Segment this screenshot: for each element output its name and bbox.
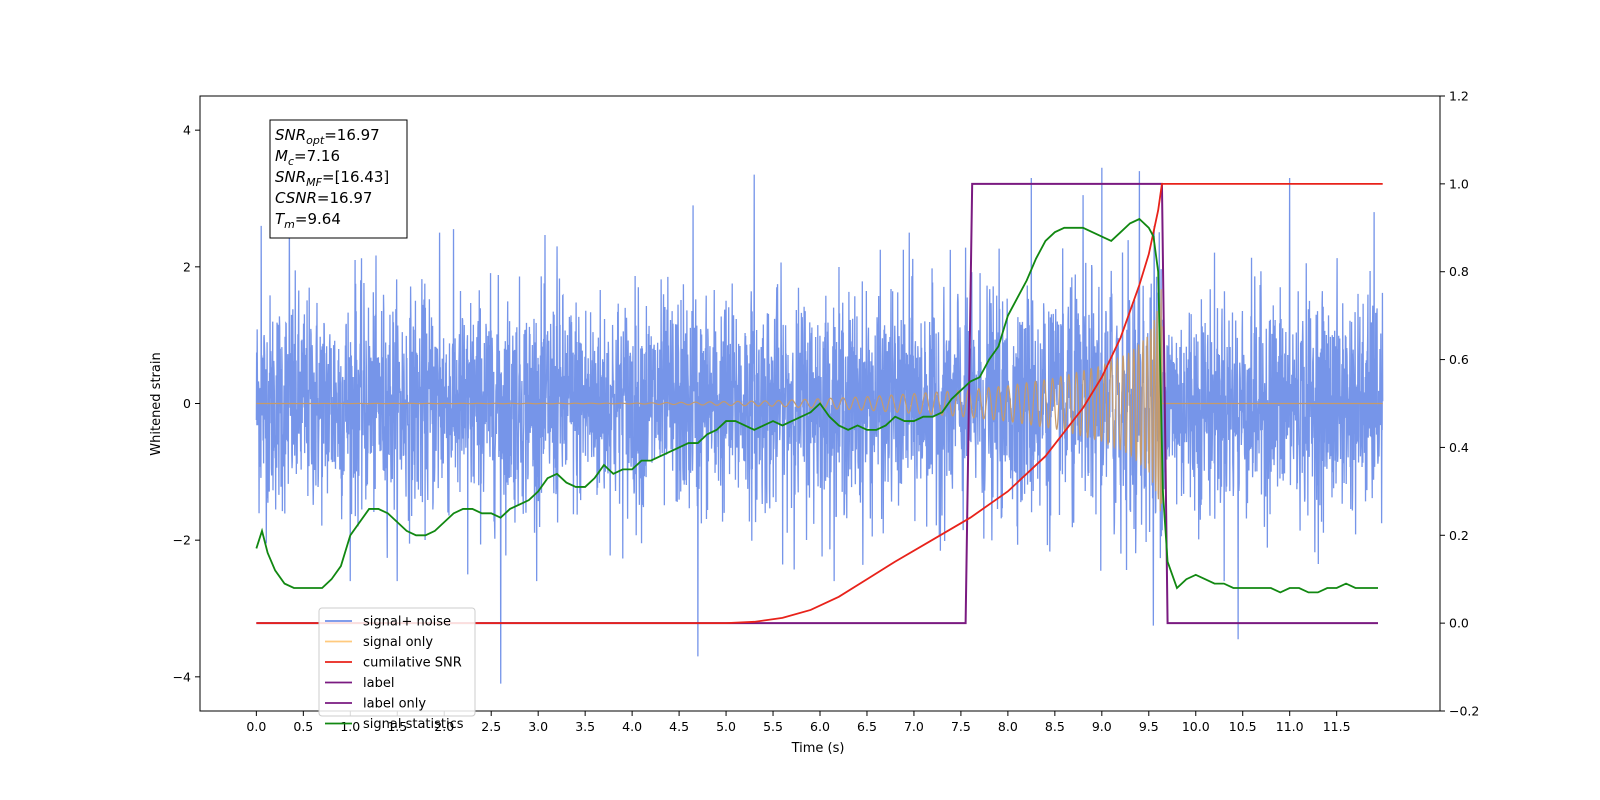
annotation-line: CSNR=16.97 <box>275 189 372 207</box>
y-right-tick-label: 0.2 <box>1449 528 1469 543</box>
series-signal-only-line <box>256 289 1383 512</box>
axes-layer: 0.0 0.5 1.0 1.5 2.0 2.5 3.0 3.5 4.0 4.5 5.0 5.5 6.0 6… <box>173 89 1480 735</box>
x-tick-label: 0.0 <box>246 719 266 734</box>
x-tick-label: 3.5 <box>575 719 595 734</box>
y-tick-label: 0 <box>183 396 191 411</box>
annotation-symbol: CSNR <box>275 189 317 207</box>
annotation-value: =16.97 <box>317 189 373 207</box>
y-right-tick-label: 0.4 <box>1449 440 1469 455</box>
x-tick-label: 1.5 <box>387 719 407 734</box>
x-tick-label: 10.0 <box>1182 719 1210 734</box>
legend: signal+ noise signal only cumilative SNR la… <box>318 607 476 732</box>
annotation-subscript: opt <box>306 134 325 147</box>
stats-annotation: SNRopt=16.97Mc=7.16SNRMF=[16.43]CSNR=16.… <box>269 119 408 239</box>
y-tick-label: −4 <box>173 669 191 684</box>
annotation-line: SNRMF=[16.43] <box>275 168 389 189</box>
legend-label: label <box>363 676 394 691</box>
y-right-tick-label: 0.0 <box>1449 616 1469 631</box>
legend-label: signal+ noise <box>363 615 451 630</box>
y-axis-label: Whitened strain <box>149 352 164 455</box>
x-tick-label: 4.5 <box>669 719 689 734</box>
plot-area <box>255 167 1384 684</box>
x-tick-label: 6.0 <box>810 719 830 734</box>
x-tick-label: 10.5 <box>1229 719 1257 734</box>
x-tick-label: 7.0 <box>904 719 924 734</box>
annotation-box <box>269 119 408 239</box>
x-tick-label: 9.5 <box>1139 719 1159 734</box>
annotation-symbol: SNR <box>275 168 306 186</box>
x-tick-label: 4.0 <box>622 719 642 734</box>
x-axis-label: Time (s) <box>791 741 845 756</box>
x-tick-label: 11.5 <box>1323 719 1351 734</box>
legend-label: cumilative SNR <box>363 656 462 671</box>
annotation-value: =16.97 <box>324 126 380 144</box>
annotation-symbol: T <box>275 210 286 228</box>
y-right-tick-label: −0.2 <box>1449 704 1479 719</box>
legend-label: label only <box>363 697 426 712</box>
x-tick-label: 8.5 <box>1045 719 1065 734</box>
x-tick-label: 2.5 <box>481 719 501 734</box>
legend-label: signal only <box>363 635 433 650</box>
y-tick-label: 4 <box>183 123 191 138</box>
y-right-tick-label: 0.6 <box>1449 352 1469 367</box>
annotation-line: SNRopt=16.97 <box>275 126 380 147</box>
x-tick-label: 1.0 <box>340 719 360 734</box>
y-right-tick-label: 0.8 <box>1449 264 1469 279</box>
y-tick-label: −2 <box>173 533 191 548</box>
annotation-subscript: c <box>288 155 294 168</box>
series-signal-statistics-line <box>255 217 1378 594</box>
series-signal-noise-line <box>255 167 1384 684</box>
annotation-line: Mc=7.16 <box>275 147 340 168</box>
x-tick-label: 0.5 <box>293 719 313 734</box>
x-tick-label: 3.0 <box>528 719 548 734</box>
annotation-subscript: m <box>284 218 295 231</box>
y-right-tick-label: 1.2 <box>1449 89 1469 104</box>
x-tick-label: 5.0 <box>716 719 736 734</box>
x-tick-label: 5.5 <box>763 719 783 734</box>
annotation-symbol: M <box>275 147 288 165</box>
series-cumulative-snr-line <box>256 182 1383 625</box>
x-tick-label: 11.0 <box>1276 719 1304 734</box>
legend-label: signal statistics <box>363 717 464 732</box>
annotation-symbol: SNR <box>275 126 306 144</box>
annotation-value: =[16.43] <box>322 168 389 186</box>
x-tick-label: 9.0 <box>1092 719 1112 734</box>
legend-frame <box>318 607 476 717</box>
x-tick-label: 2.0 <box>434 719 454 734</box>
annotation-value: =9.64 <box>295 210 341 228</box>
y-right-tick-label: 1.0 <box>1449 176 1469 191</box>
series-label-line <box>256 182 1378 625</box>
annotation-line: Tm=9.64 <box>275 210 341 231</box>
x-tick-label: 7.5 <box>951 719 971 734</box>
x-tick-label: 8.0 <box>998 719 1018 734</box>
x-tick-label: 6.5 <box>857 719 877 734</box>
annotation-value: =7.16 <box>294 147 340 165</box>
annotation-subscript: MF <box>306 176 322 189</box>
y-tick-label: 2 <box>183 259 191 274</box>
